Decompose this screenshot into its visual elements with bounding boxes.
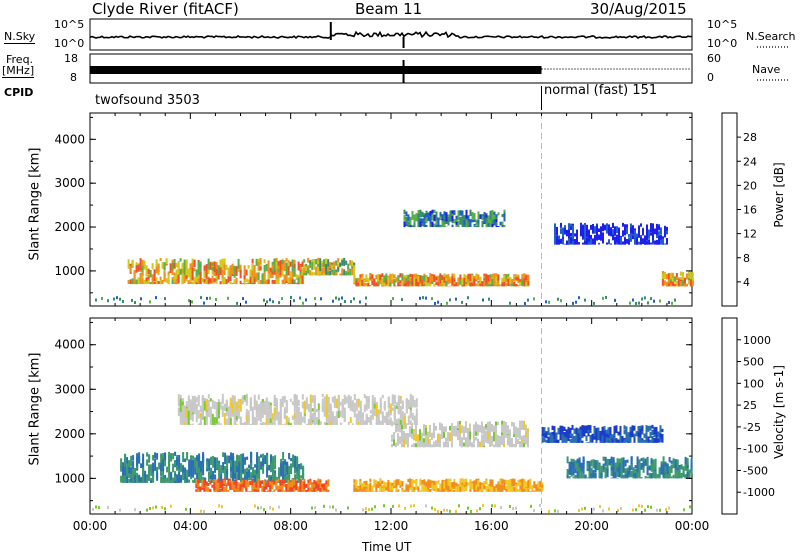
echo-region-0-5	[661, 271, 694, 287]
nsearch-tick-bottom: 10^0	[707, 37, 738, 50]
colorbar-tick-0-2: 12	[743, 228, 757, 241]
colorbar-tick-1-6: -500	[743, 464, 768, 477]
ytick-label-1-2: 3000	[54, 382, 85, 396]
cpid-mode-2: normal (fast) 151	[544, 83, 658, 98]
cpid-label: CPID	[4, 86, 34, 99]
nsky-tick-top: 10^5	[54, 18, 85, 31]
nsky-panel-frame	[89, 18, 693, 51]
colorbar-tick-0-1: 8	[743, 252, 750, 265]
colorbar-tick-1-5: -100	[743, 443, 768, 456]
colorbar-frame-0	[721, 112, 738, 307]
freq-label: Freq.	[6, 53, 34, 66]
echo-region-0-3	[403, 209, 506, 228]
station-title: Clyde River (fitACF)	[92, 0, 239, 18]
xtick-label-4: 16:00	[474, 519, 509, 533]
x-axis-title: Time UT	[362, 540, 412, 554]
colorbar-tick-1-7: -1000	[743, 486, 775, 499]
freq-unit: [MHz]	[2, 64, 35, 78]
echo-region-1-0	[120, 451, 305, 483]
echo-region-1-1	[195, 478, 330, 492]
echo-region-0-4	[554, 222, 668, 245]
nsky-label: N.Sky	[4, 30, 36, 44]
xtick-label-0: 00:00	[73, 519, 108, 533]
beam-label: Beam 11	[355, 0, 423, 18]
power-colorbar-label: Power [dB]	[772, 162, 786, 228]
freq-tick-top: 18	[64, 52, 78, 65]
freq-trace	[90, 66, 542, 74]
colorbar-tick-1-3: 25	[743, 399, 757, 412]
ytick-label-0-3: 4000	[54, 132, 85, 146]
colorbar-tick-0-6: 28	[743, 131, 757, 144]
nave-label: Nave	[752, 63, 781, 76]
ytick-label-0-2: 3000	[54, 176, 85, 190]
colorbar-tick-1-2: 100	[743, 377, 764, 390]
date-label: 30/Aug/2015	[590, 0, 687, 18]
cpid-mode-1: twofsound 3503	[95, 93, 200, 108]
echo-region-1-5	[541, 424, 664, 443]
echo-region-0-0	[127, 257, 304, 285]
xtick-label-2: 08:00	[273, 519, 308, 533]
colorbar-tick-1-1: 500	[743, 356, 764, 369]
ytick-label-1-3: 4000	[54, 338, 85, 352]
colorbar-tick-1-0: 1000	[743, 334, 771, 347]
xtick-label-1: 04:00	[173, 519, 208, 533]
colorbar-tick-0-5: 24	[743, 155, 757, 168]
echo-region-1-4	[177, 393, 418, 425]
ytick-label-1-1: 2000	[54, 427, 85, 441]
nsearch-tick-top: 10^5	[707, 18, 738, 31]
velocity-ylabel: Slant Range [km]	[27, 352, 43, 466]
nave-tick-top: 60	[707, 52, 721, 65]
echo-region-1-3	[391, 420, 529, 448]
echo-region-0-1	[303, 257, 356, 276]
colorbar-frame-1	[721, 317, 738, 515]
nave-tick-bottom: 0	[707, 71, 714, 84]
nsky-tick-bottom: 10^0	[54, 37, 85, 50]
colorbar-tick-0-3: 16	[743, 204, 757, 217]
colorbar-tick-0-0: 4	[743, 276, 750, 289]
velocity-colorbar-label: Velocity [m s-1]	[772, 365, 786, 459]
power-ylabel: Slant Range [km]	[27, 147, 43, 261]
echo-region-1-2	[353, 478, 544, 492]
colorbar-tick-1-4: -25	[743, 421, 761, 434]
xtick-label-3: 12:00	[374, 519, 409, 533]
echo-region-0-2	[353, 273, 530, 287]
ytick-label-0-1: 2000	[54, 220, 85, 234]
nsearch-label: N.Search	[746, 30, 796, 43]
freq-tick-bottom: 8	[70, 71, 77, 84]
ytick-label-0-0: 1000	[54, 264, 85, 278]
ytick-label-1-0: 1000	[54, 471, 85, 485]
colorbar-tick-0-4: 20	[743, 179, 757, 192]
xtick-label-5: 20:00	[574, 519, 609, 533]
xtick-label-6: 00:00	[675, 519, 710, 533]
nsky-trace	[89, 30, 693, 39]
echo-region-1-6	[566, 456, 693, 479]
